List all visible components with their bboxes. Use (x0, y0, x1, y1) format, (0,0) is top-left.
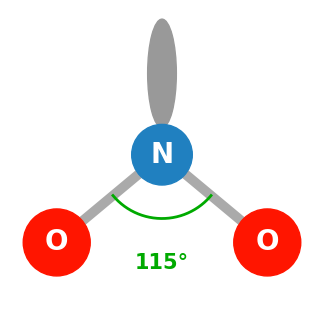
Circle shape (234, 209, 301, 276)
Text: O: O (256, 228, 279, 256)
Circle shape (132, 124, 192, 185)
Text: 115°: 115° (135, 253, 189, 273)
Ellipse shape (148, 19, 176, 128)
Text: O: O (45, 228, 68, 256)
Text: N: N (150, 141, 174, 169)
Circle shape (23, 209, 90, 276)
